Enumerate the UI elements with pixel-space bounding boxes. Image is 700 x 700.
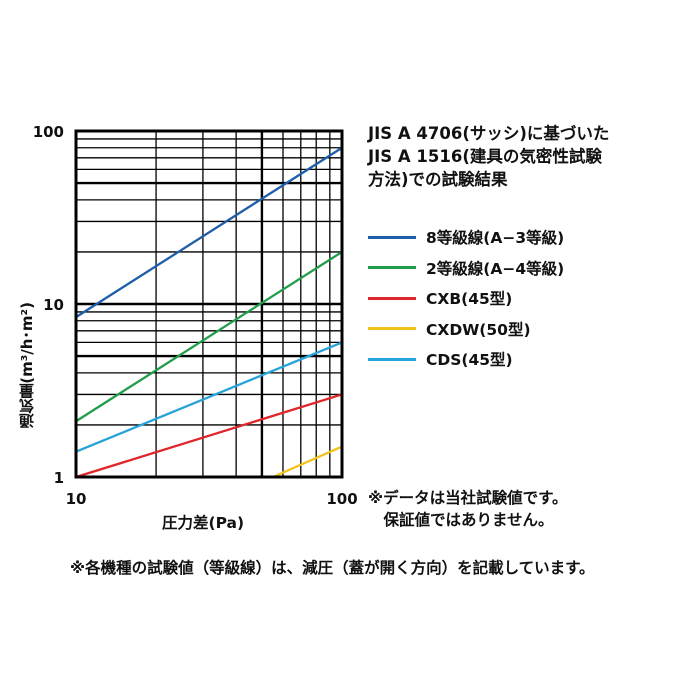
x-tick-label: 10 <box>66 490 87 508</box>
chart-series <box>75 146 343 479</box>
series-line <box>75 341 343 453</box>
test-standard-note: JIS A 4706(サッシ)に基づいた JIS A 1516(建具の気密性試験… <box>368 124 610 189</box>
plot-frame <box>74 129 344 479</box>
legend: 8等級線(A−3等級) 2等級線(A−4等級) CXB(45型) CXDW(50… <box>368 222 564 375</box>
series-line <box>75 393 343 479</box>
y-tick-label: 10 <box>43 296 64 314</box>
legend-item: CXB(45型) <box>368 283 564 314</box>
test-data-disclaimer: ※データは当社試験値です。 保証値ではありません。 <box>368 489 568 529</box>
legend-item: CXDW(50型) <box>368 314 564 345</box>
legend-swatch <box>368 296 416 300</box>
chart-grid <box>76 131 342 477</box>
y-axis-label: 通気量(m³/h･m²) <box>18 302 36 429</box>
series-line <box>75 146 343 319</box>
footnote: ※各機種の試験値（等級線）は、減圧（蓋が開く方向）を記載しています。 <box>70 559 595 577</box>
legend-swatch <box>368 266 416 270</box>
y-tick-label: 100 <box>33 123 64 141</box>
legend-label: 2等級線(A−4等級) <box>426 259 565 278</box>
legend-label: 8等級線(A−3等級) <box>426 229 565 248</box>
legend-swatch <box>368 357 416 361</box>
legend-swatch <box>368 327 416 331</box>
legend-swatch <box>368 235 416 239</box>
x-tick-label: 100 <box>326 490 357 508</box>
legend-item: CDS(45型) <box>368 344 564 375</box>
legend-item: 8等級線(A−3等級) <box>368 222 564 253</box>
legend-label: CXB(45型) <box>426 290 513 309</box>
series-line <box>75 250 343 423</box>
series-line <box>272 445 343 479</box>
legend-label: CDS(45型) <box>426 351 513 370</box>
legend-item: 2等級線(A−4等級) <box>368 253 564 284</box>
x-axis-label: 圧力差(Pa) <box>162 514 245 532</box>
y-tick-label: 1 <box>54 469 64 487</box>
legend-label: CXDW(50型) <box>426 320 531 339</box>
